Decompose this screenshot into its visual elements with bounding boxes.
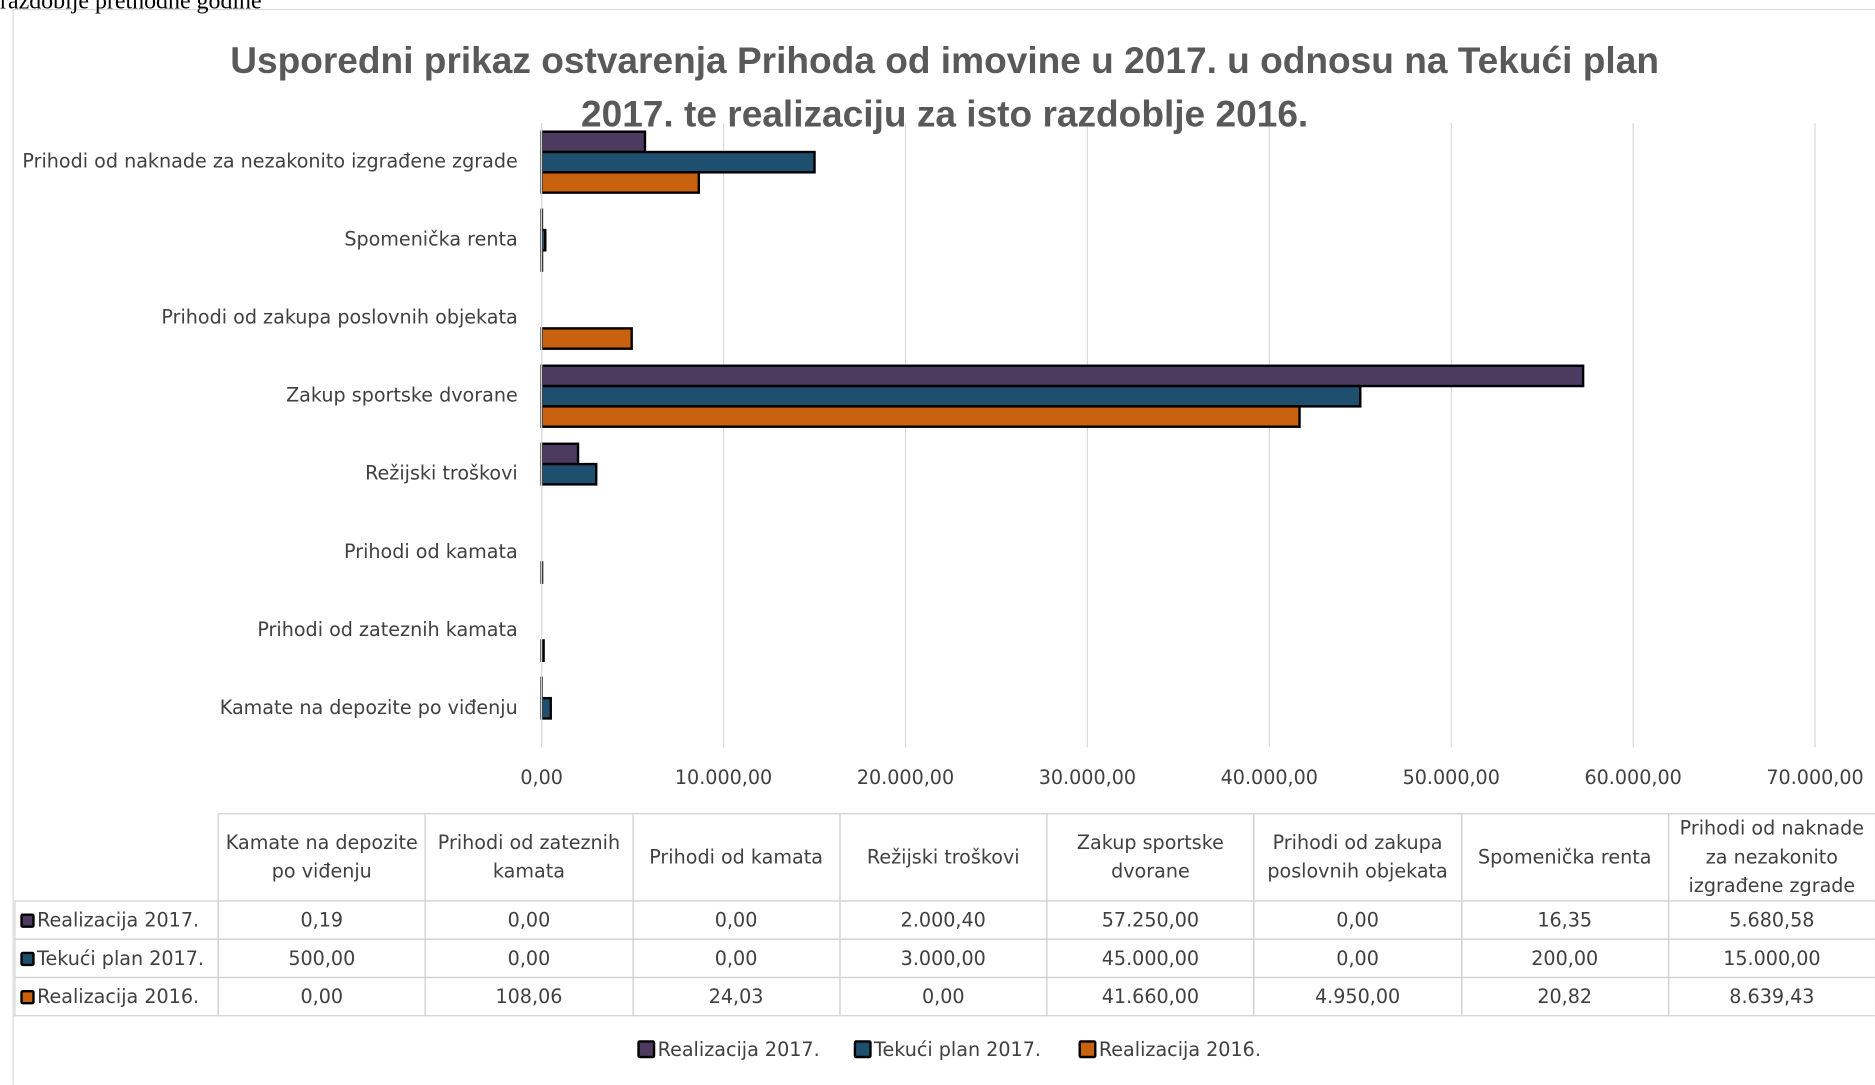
table-value: 0,00 xyxy=(1253,939,1461,978)
legend-label: Realizacija 2017. xyxy=(658,1038,820,1061)
legend-item: Realizacija 2017. xyxy=(637,1038,819,1061)
x-tick-label: 10.000,00 xyxy=(675,766,772,789)
table-header: Prihodi od kamata xyxy=(632,813,840,901)
table-value: 15.000,00 xyxy=(1668,939,1875,978)
table-value: 0,00 xyxy=(1253,900,1461,939)
table-header: Prihodi od zateznih kamata xyxy=(425,813,633,901)
x-tick-label: 20.000,00 xyxy=(857,766,954,789)
table-row-label: Tekući plan 2017. xyxy=(14,939,218,978)
x-tick-label: 0,00 xyxy=(520,766,563,789)
x-tick-label: 30.000,00 xyxy=(1039,766,1136,789)
x-tick-label: 50.000,00 xyxy=(1403,766,1500,789)
x-tick-label: 40.000,00 xyxy=(1221,766,1318,789)
table-value: 5.680,58 xyxy=(1668,900,1875,939)
table-value: 0,19 xyxy=(218,900,426,939)
legend-label: Realizacija 2016. xyxy=(1099,1038,1261,1061)
table-value: 0,00 xyxy=(632,900,840,939)
legend-key xyxy=(20,989,34,1003)
y-tick-label: Prihodi od kamata xyxy=(344,540,518,563)
legend-key xyxy=(20,913,34,927)
table-value: 108,06 xyxy=(425,977,633,1016)
legend-label: Tekući plan 2017. xyxy=(874,1038,1041,1061)
top-text: razdoblje prethodne godine xyxy=(0,0,262,16)
bar xyxy=(542,386,1361,406)
y-tick-label: Zakup sportske dvorane xyxy=(286,384,518,407)
y-tick-label: Prihodi od naknade za nezakonito izgrađe… xyxy=(22,150,517,173)
table-value: 4.950,00 xyxy=(1253,977,1461,1016)
series-name: Realizacija 2016. xyxy=(37,982,199,1011)
y-tick-label: Prihodi od zakupa poslovnih objekata xyxy=(161,306,517,329)
table-value: 2.000,40 xyxy=(839,900,1047,939)
table-header: Prihodi od naknade za nezakonito izgrađe… xyxy=(1668,813,1875,901)
y-tick-label: Prihodi od zateznih kamata xyxy=(257,618,517,641)
table-value: 0,00 xyxy=(425,900,633,939)
table-value: 41.660,00 xyxy=(1046,977,1254,1016)
bar xyxy=(542,366,1583,386)
table-value: 24,03 xyxy=(632,977,840,1016)
table-value: 20,82 xyxy=(1461,977,1669,1016)
x-tick-label: 70.000,00 xyxy=(1766,766,1863,789)
legend-swatch xyxy=(854,1040,872,1058)
series-name: Realizacija 2017. xyxy=(37,906,199,935)
table-header: Kamate na depozite po viđenju xyxy=(218,813,426,901)
table-value: 45.000,00 xyxy=(1046,939,1254,978)
table-value: 57.250,00 xyxy=(1046,900,1254,939)
table-value: 0,00 xyxy=(425,939,633,978)
bar xyxy=(542,464,597,484)
table-value: 3.000,00 xyxy=(839,939,1047,978)
table-value: 200,00 xyxy=(1461,939,1669,978)
table-header: Prihodi od zakupa poslovnih objekata xyxy=(1253,813,1461,901)
bar xyxy=(542,152,815,172)
legend-item: Tekući plan 2017. xyxy=(854,1038,1041,1061)
y-tick-label: Kamate na depozite po viđenju xyxy=(220,696,518,719)
table-row-label: Realizacija 2017. xyxy=(14,900,218,939)
table-header: Zakup sportske dvorane xyxy=(1046,813,1254,901)
bar xyxy=(542,406,1300,426)
table-header: Režijski troškovi xyxy=(839,813,1047,901)
table-header: Spomenička renta xyxy=(1461,813,1669,901)
bar xyxy=(542,444,578,464)
legend-swatch xyxy=(637,1040,655,1058)
chart-title: Usporedni prikaz ostvarenja Prihoda od i… xyxy=(191,33,1698,141)
legend-item: Realizacija 2016. xyxy=(1079,1038,1261,1061)
table-value: 0,00 xyxy=(839,977,1047,1016)
legend-swatch xyxy=(1079,1040,1097,1058)
table-value: 0,00 xyxy=(218,977,426,1016)
table-row-label: Realizacija 2016. xyxy=(14,977,218,1016)
series-name: Tekući plan 2017. xyxy=(37,944,204,973)
table-value: 8.639,43 xyxy=(1668,977,1875,1016)
bar xyxy=(542,328,632,348)
legend-key xyxy=(20,951,34,965)
table-value: 16,35 xyxy=(1461,900,1669,939)
table-value: 500,00 xyxy=(218,939,426,978)
x-tick-label: 60.000,00 xyxy=(1584,766,1681,789)
bar xyxy=(542,172,699,192)
bar xyxy=(542,698,551,718)
table-value: 0,00 xyxy=(632,939,840,978)
y-tick-label: Režijski troškovi xyxy=(365,462,518,485)
y-tick-label: Spomenička renta xyxy=(344,228,517,251)
